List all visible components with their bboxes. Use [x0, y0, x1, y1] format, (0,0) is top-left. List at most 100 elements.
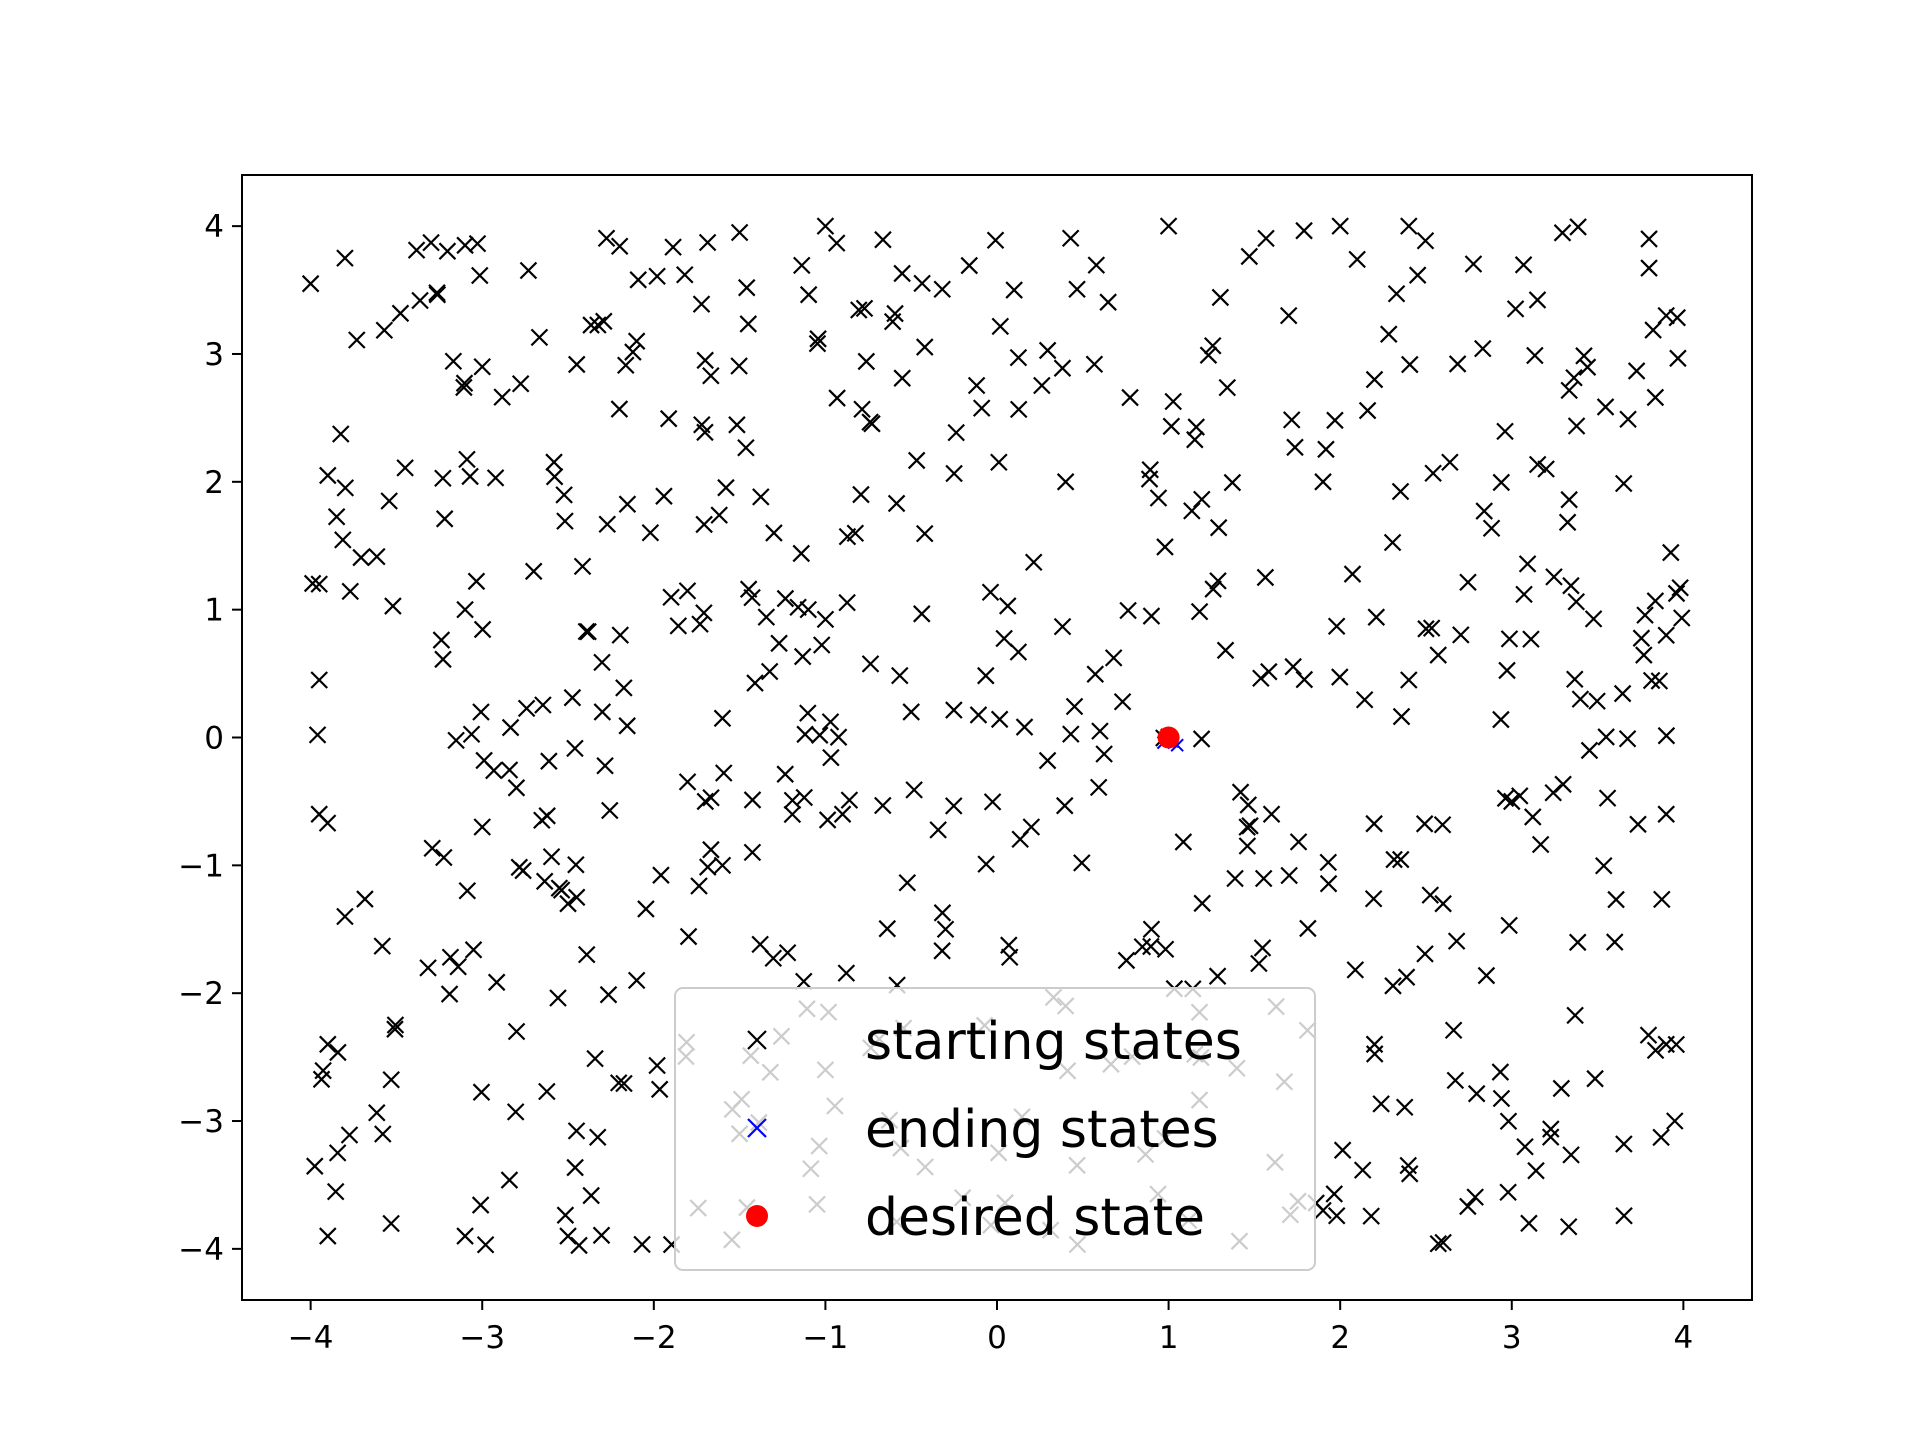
starting-state-point [1289, 833, 1308, 851]
starting-state-point [840, 791, 859, 809]
starting-state-point [799, 285, 818, 304]
starting-state-point [1238, 818, 1256, 836]
starting-state-point [476, 1235, 495, 1254]
starting-state-point [981, 583, 1000, 602]
starting-state-point [1615, 1135, 1633, 1153]
starting-state-point [579, 622, 597, 641]
starting-state-point [1000, 948, 1019, 967]
starting-state-point [599, 985, 618, 1004]
starting-state-point [438, 242, 457, 260]
legend-label: desired state [865, 1188, 1205, 1248]
starting-state-point [1422, 619, 1441, 637]
starting-state-point [1073, 854, 1091, 872]
starting-state-point [419, 959, 437, 977]
starting-state-point [1056, 473, 1075, 491]
starting-state-point [739, 580, 758, 598]
starting-state-point [1203, 336, 1222, 355]
starting-state-point [384, 597, 402, 615]
starting-state-point [1523, 808, 1542, 826]
starting-state-point [472, 703, 490, 721]
starting-state-point [1415, 815, 1434, 833]
starting-state-point [739, 315, 758, 333]
ticks-layer: −4 −3 −2 −1 0 1 2 3 4 −4 −3 −2 −1 0 1 2 3 4 [178, 209, 1693, 1356]
starting-state-point [375, 321, 394, 340]
x-tick-label: 2 [1330, 1320, 1350, 1356]
starting-state-point [1566, 1006, 1584, 1025]
starting-state-point [1024, 553, 1043, 572]
starting-state-point [1584, 610, 1603, 628]
starting-state-point [609, 1074, 628, 1092]
starting-state-point [915, 338, 934, 356]
starting-state-point [1618, 729, 1637, 748]
starting-state-point [690, 877, 708, 895]
starting-state-point [717, 478, 735, 497]
starting-state-point [422, 233, 440, 252]
starting-state-point [1015, 718, 1034, 736]
y-tick-label: −3 [178, 1104, 224, 1140]
starting-state-point [391, 304, 410, 323]
starting-state-point [679, 927, 698, 946]
starting-state-point [1580, 741, 1599, 760]
starting-state-point [799, 704, 817, 722]
starting-state-point [1424, 464, 1442, 483]
starting-state-point [434, 469, 452, 488]
starting-state-point [1253, 939, 1272, 957]
starting-state-point [650, 1080, 669, 1099]
starting-state-point [1384, 977, 1402, 995]
starting-state-point [624, 343, 642, 361]
starting-state-point [1399, 1156, 1418, 1175]
starting-state-point [743, 843, 762, 862]
starting-state-point [728, 416, 746, 434]
starting-state-point [1362, 1207, 1380, 1225]
starting-state-point [1156, 940, 1175, 959]
starting-state-point [1619, 410, 1637, 428]
desired-state-point [1157, 726, 1180, 749]
starting-state-point [648, 267, 666, 286]
starting-state-point [1391, 850, 1410, 869]
starting-state-point [1400, 217, 1418, 235]
starting-state-point [441, 948, 460, 967]
starting-state-point [1636, 606, 1654, 624]
starting-state-point [783, 791, 802, 810]
starting-state-point [945, 701, 963, 719]
starting-state-point [1640, 259, 1658, 277]
starting-state-point [1498, 661, 1516, 680]
starting-state-point [808, 334, 827, 353]
starting-state-point [1560, 490, 1578, 509]
starting-state-point [818, 811, 837, 829]
starting-state-point [1142, 607, 1161, 625]
starting-state-point [633, 1235, 651, 1254]
starting-state-point [566, 739, 584, 758]
legend-label: starting states [865, 1012, 1242, 1072]
starting-state-point [833, 805, 852, 823]
starting-state-point [573, 557, 592, 576]
starting-state-point [659, 409, 678, 428]
starting-state-point [1417, 620, 1435, 638]
starting-state-point [582, 1186, 600, 1205]
starting-state-point [1391, 482, 1410, 501]
starting-state-point [986, 231, 1005, 250]
starting-state-point [610, 400, 629, 418]
starting-state-point [893, 369, 912, 387]
starting-state-point [563, 688, 582, 707]
starting-state-point [1252, 669, 1270, 688]
starting-state-point [637, 900, 655, 918]
starting-state-point [929, 821, 947, 839]
legend-marker-desired-state [746, 1205, 768, 1227]
starting-state-point [1061, 229, 1080, 248]
starting-state-point [878, 919, 897, 938]
starting-state-point [627, 332, 646, 350]
starting-state-point [1639, 1026, 1658, 1044]
legend-marker-starting-states [747, 1030, 767, 1050]
starting-state-point [545, 453, 563, 471]
starting-state-point [627, 971, 646, 990]
starting-state-point [857, 352, 876, 371]
starting-state-point [1364, 889, 1383, 908]
starting-state-point [828, 389, 846, 407]
starting-state-point [1644, 321, 1662, 339]
starting-state-point [1365, 814, 1383, 833]
starting-state-point [1657, 726, 1676, 745]
starting-state-point [1615, 1206, 1633, 1225]
starting-state-point [1033, 376, 1051, 395]
starting-state-point [1254, 869, 1273, 888]
